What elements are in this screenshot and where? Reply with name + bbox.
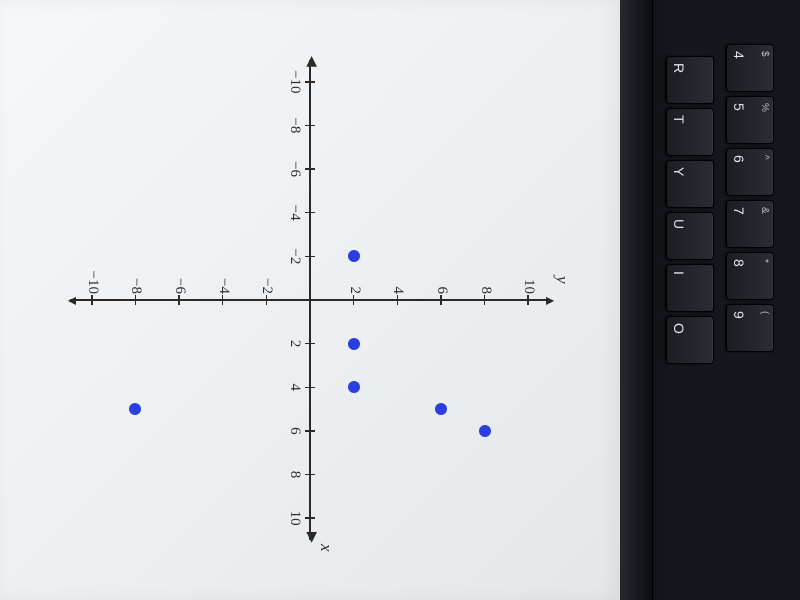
key-main-legend: 7 bbox=[731, 207, 747, 215]
y-tick bbox=[222, 295, 223, 305]
key-secondary-legend: * bbox=[759, 259, 770, 263]
data-point bbox=[348, 381, 360, 393]
key-main-legend: I bbox=[671, 271, 687, 275]
x-tick bbox=[305, 387, 315, 388]
device-screen: ▶◀▲▼−10−10−8−8−6−6−4−4−2−2224466881010xy bbox=[0, 0, 620, 600]
y-tick-label: −2 bbox=[258, 260, 275, 294]
x-arrow-pos: ▶ bbox=[304, 532, 318, 543]
data-point bbox=[129, 403, 141, 415]
x-tick bbox=[305, 212, 315, 213]
key-main-legend: 8 bbox=[731, 259, 747, 267]
key-main-legend: R bbox=[671, 63, 687, 73]
keyboard-keys: $4%5^6&7*8(9RTYUIO bbox=[620, 0, 800, 400]
x-tick-label: −10 bbox=[286, 66, 303, 98]
y-tick-label: 10 bbox=[520, 260, 537, 294]
x-axis-title: x bbox=[316, 544, 336, 552]
data-point bbox=[348, 338, 360, 350]
y-tick bbox=[528, 295, 529, 305]
data-point bbox=[348, 250, 360, 262]
x-tick-label: 8 bbox=[286, 459, 303, 491]
x-tick bbox=[305, 474, 315, 475]
y-tick bbox=[91, 295, 92, 305]
y-tick bbox=[178, 295, 179, 305]
key-main-legend: Y bbox=[671, 167, 687, 176]
y-tick-label: −6 bbox=[171, 260, 188, 294]
y-tick bbox=[353, 295, 354, 305]
y-tick-label: 2 bbox=[346, 260, 363, 294]
x-tick-label: 6 bbox=[286, 415, 303, 447]
scatter-chart: ▶◀▲▼−10−10−8−8−6−6−4−4−2−2224466881010xy bbox=[70, 60, 550, 540]
keyboard-key[interactable]: &7 bbox=[726, 200, 774, 248]
x-tick bbox=[305, 81, 315, 82]
keyboard-key[interactable]: I bbox=[666, 264, 714, 312]
keyboard-key[interactable]: Y bbox=[666, 160, 714, 208]
key-secondary-legend: % bbox=[759, 103, 770, 112]
y-tick bbox=[266, 295, 267, 305]
keyboard-key[interactable]: (9 bbox=[726, 304, 774, 352]
data-point bbox=[479, 425, 491, 437]
x-tick-label: 4 bbox=[286, 371, 303, 403]
x-arrow-neg: ◀ bbox=[304, 56, 318, 67]
y-tick-label: −4 bbox=[215, 260, 232, 294]
y-axis-title: y bbox=[552, 276, 572, 284]
key-secondary-legend: ^ bbox=[759, 155, 770, 160]
x-tick bbox=[305, 517, 315, 518]
x-tick bbox=[305, 256, 315, 257]
keyboard-key[interactable]: %5 bbox=[726, 96, 774, 144]
x-tick-label: −8 bbox=[286, 109, 303, 141]
keyboard-key[interactable]: U bbox=[666, 212, 714, 260]
keyboard-strip: $4%5^6&7*8(9RTYUIO bbox=[620, 0, 800, 600]
data-point bbox=[435, 403, 447, 415]
y-tick bbox=[440, 295, 441, 305]
x-tick-label: −4 bbox=[286, 197, 303, 229]
key-main-legend: 4 bbox=[731, 51, 747, 59]
key-secondary-legend: ( bbox=[759, 311, 770, 314]
y-tick-label: −10 bbox=[84, 260, 101, 294]
key-main-legend: 9 bbox=[731, 311, 747, 319]
keyboard-key[interactable]: T bbox=[666, 108, 714, 156]
x-tick bbox=[305, 343, 315, 344]
key-main-legend: 5 bbox=[731, 103, 747, 111]
key-main-legend: T bbox=[671, 115, 687, 124]
x-tick bbox=[305, 168, 315, 169]
x-tick-label: −6 bbox=[286, 153, 303, 185]
x-tick-label: 10 bbox=[286, 502, 303, 534]
key-main-legend: O bbox=[671, 323, 687, 334]
y-tick-label: −8 bbox=[127, 260, 144, 294]
y-arrow-neg: ▼ bbox=[64, 294, 78, 308]
key-main-legend: U bbox=[671, 219, 687, 229]
photo-scene: ▶◀▲▼−10−10−8−8−6−6−4−4−2−2224466881010xy… bbox=[0, 0, 800, 600]
key-secondary-legend: & bbox=[759, 207, 770, 214]
y-tick bbox=[484, 295, 485, 305]
key-secondary-legend: $ bbox=[759, 51, 770, 57]
y-tick-label: 4 bbox=[389, 260, 406, 294]
keyboard-key[interactable]: R bbox=[666, 56, 714, 104]
keyboard-key[interactable]: ^6 bbox=[726, 148, 774, 196]
y-tick bbox=[397, 295, 398, 305]
y-tick-label: 8 bbox=[477, 260, 494, 294]
keyboard-key[interactable]: *8 bbox=[726, 252, 774, 300]
y-tick-label: 6 bbox=[433, 260, 450, 294]
keyboard-key[interactable]: O bbox=[666, 316, 714, 364]
x-tick-label: 2 bbox=[286, 328, 303, 360]
keyboard-key[interactable]: $4 bbox=[726, 44, 774, 92]
x-tick bbox=[305, 430, 315, 431]
x-tick-label: −2 bbox=[286, 240, 303, 272]
y-arrow-pos: ▲ bbox=[542, 294, 556, 308]
x-tick bbox=[305, 125, 315, 126]
y-axis bbox=[70, 299, 550, 300]
y-tick bbox=[135, 295, 136, 305]
key-main-legend: 6 bbox=[731, 155, 747, 163]
